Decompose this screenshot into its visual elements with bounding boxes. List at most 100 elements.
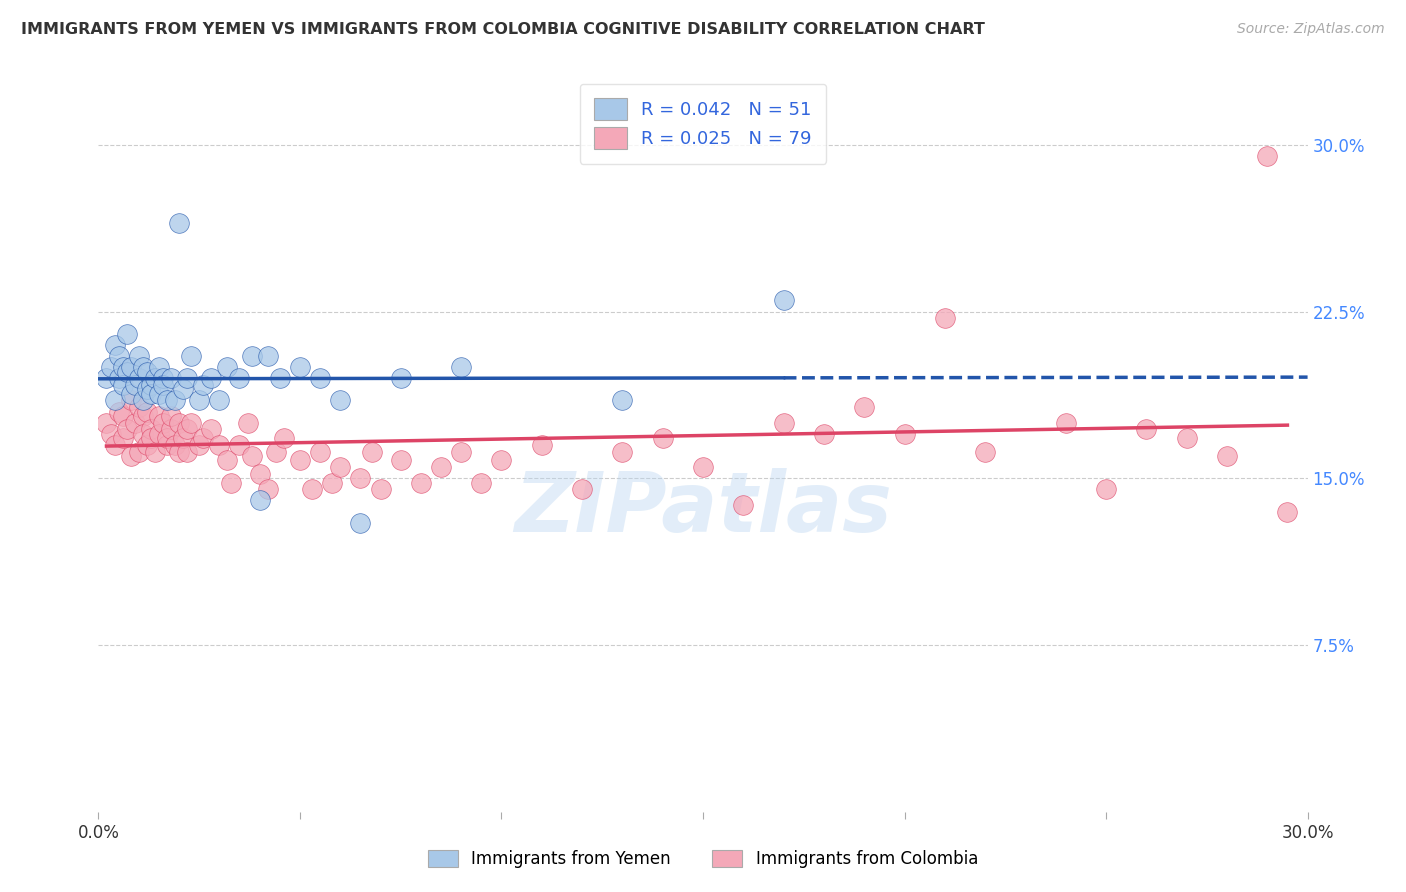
Legend: R = 0.042   N = 51, R = 0.025   N = 79: R = 0.042 N = 51, R = 0.025 N = 79: [579, 84, 827, 164]
Point: [176, 371, 198, 385]
Point: [167, 216, 190, 230]
Point: [470, 475, 492, 490]
Point: [264, 444, 287, 458]
Point: [139, 386, 162, 401]
Point: [349, 516, 371, 530]
Point: [321, 475, 343, 490]
Point: [111, 360, 134, 375]
Point: [612, 444, 634, 458]
Point: [853, 400, 876, 414]
Point: [651, 431, 673, 445]
Point: [772, 416, 794, 430]
Point: [176, 444, 198, 458]
Point: [329, 460, 352, 475]
Point: [208, 438, 231, 452]
Point: [172, 431, 194, 445]
Point: [115, 326, 138, 341]
Point: [193, 431, 215, 445]
Point: [273, 431, 295, 445]
Point: [236, 416, 259, 430]
Point: [249, 493, 271, 508]
Point: [256, 483, 278, 497]
Point: [772, 293, 794, 308]
Point: [172, 382, 194, 396]
Text: ZIPatlas: ZIPatlas: [515, 467, 891, 549]
Point: [228, 438, 250, 452]
Point: [1054, 416, 1077, 430]
Point: [115, 422, 138, 436]
Point: [1095, 483, 1118, 497]
Point: [256, 349, 278, 363]
Point: [1135, 422, 1157, 436]
Point: [571, 483, 593, 497]
Point: [370, 483, 392, 497]
Point: [148, 360, 170, 375]
Point: [240, 349, 263, 363]
Point: [309, 371, 332, 385]
Point: [430, 460, 453, 475]
Point: [167, 416, 190, 430]
Point: [115, 365, 138, 379]
Point: [163, 393, 186, 408]
Point: [692, 460, 714, 475]
Point: [111, 377, 134, 392]
Text: IMMIGRANTS FROM YEMEN VS IMMIGRANTS FROM COLOMBIA COGNITIVE DISABILITY CORRELATI: IMMIGRANTS FROM YEMEN VS IMMIGRANTS FROM…: [21, 22, 986, 37]
Point: [450, 360, 472, 375]
Point: [1277, 505, 1299, 519]
Point: [100, 360, 122, 375]
Point: [217, 360, 239, 375]
Point: [156, 431, 179, 445]
Point: [124, 416, 146, 430]
Point: [103, 438, 125, 452]
Point: [107, 349, 129, 363]
Point: [135, 382, 157, 396]
Point: [156, 393, 179, 408]
Point: [139, 377, 162, 392]
Point: [135, 365, 157, 379]
Point: [188, 393, 211, 408]
Point: [389, 371, 412, 385]
Point: [893, 426, 915, 441]
Point: [180, 416, 202, 430]
Point: [1256, 149, 1278, 163]
Legend: Immigrants from Yemen, Immigrants from Colombia: Immigrants from Yemen, Immigrants from C…: [422, 843, 984, 875]
Point: [491, 453, 513, 467]
Point: [180, 349, 202, 363]
Point: [103, 393, 125, 408]
Point: [135, 404, 157, 418]
Point: [120, 386, 142, 401]
Point: [152, 371, 174, 385]
Point: [288, 453, 311, 467]
Point: [200, 422, 222, 436]
Point: [135, 438, 157, 452]
Point: [152, 416, 174, 430]
Point: [143, 444, 166, 458]
Point: [349, 471, 371, 485]
Point: [120, 393, 142, 408]
Point: [217, 453, 239, 467]
Point: [409, 475, 432, 490]
Point: [160, 409, 183, 423]
Point: [389, 453, 412, 467]
Point: [208, 393, 231, 408]
Point: [132, 409, 155, 423]
Point: [200, 371, 222, 385]
Point: [96, 371, 118, 385]
Point: [530, 438, 553, 452]
Text: Source: ZipAtlas.com: Source: ZipAtlas.com: [1237, 22, 1385, 37]
Point: [188, 438, 211, 452]
Point: [120, 360, 142, 375]
Point: [139, 422, 162, 436]
Point: [228, 371, 250, 385]
Point: [148, 426, 170, 441]
Point: [156, 438, 179, 452]
Point: [240, 449, 263, 463]
Point: [132, 393, 155, 408]
Point: [160, 422, 183, 436]
Point: [128, 400, 150, 414]
Point: [152, 377, 174, 392]
Point: [974, 444, 997, 458]
Point: [934, 311, 956, 326]
Point: [193, 377, 215, 392]
Point: [132, 360, 155, 375]
